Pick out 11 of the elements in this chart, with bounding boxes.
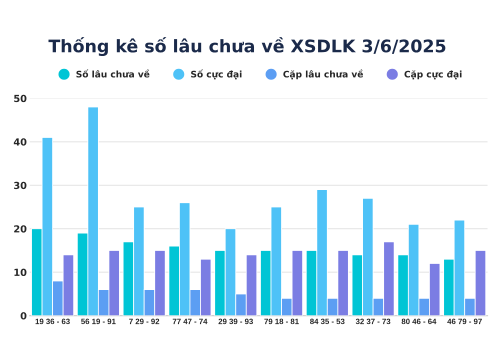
legend-label: Cặp lâu chưa về [283, 70, 363, 80]
y-tick-label: 40 [14, 138, 26, 146]
y-tick-label: 10 [14, 268, 26, 276]
y-tick-label: 0 [20, 312, 26, 320]
legend-label: Cặp cực đại [404, 70, 462, 80]
y-tick-label: 50 [14, 94, 26, 102]
y-tick-label: 30 [14, 182, 26, 190]
legend-label: Số cực đại [191, 70, 242, 80]
legend-label: Số lâu chưa về [76, 70, 150, 78]
y-tick-label: 20 [14, 225, 26, 233]
chart-title: Thống kê số lâu chưa về XSDLK 3/6/2025 [48, 37, 446, 56]
